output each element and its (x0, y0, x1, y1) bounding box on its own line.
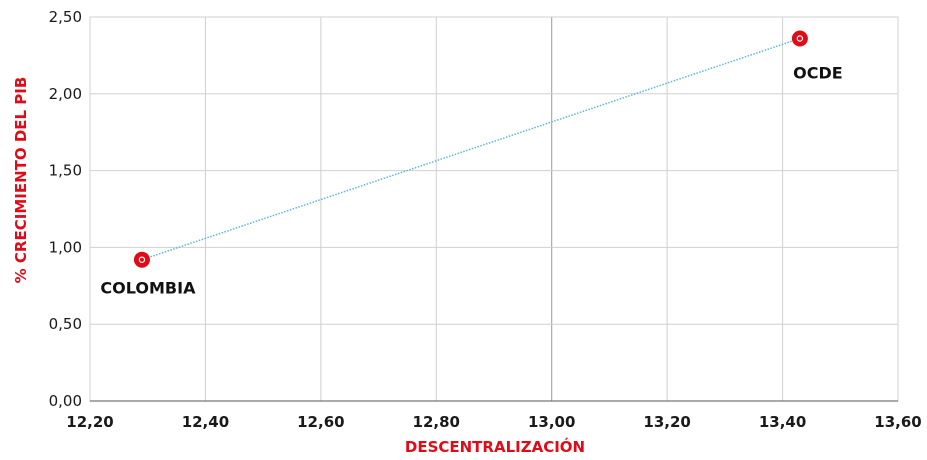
data-series: COLOMBIA OCDE (100, 30, 843, 298)
plot-area (89, 16, 899, 402)
x-tick-label: 13,00 (528, 413, 575, 431)
x-tick-label: 13,20 (643, 413, 690, 431)
x-axis-ticks: 12,20 12,40 12,60 12,80 13,00 13,20 13,40 13,60 (66, 413, 921, 431)
data-point-marker-center (138, 256, 146, 263)
y-axis-title: % CRECIMIENTO DEL PIB (12, 77, 30, 284)
y-tick-label: 2,50 (49, 8, 82, 26)
y-tick-label: 2,00 (49, 85, 82, 103)
gridlines (89, 16, 899, 402)
y-tick-label: 1,50 (49, 162, 82, 180)
y-tick-label: 1,00 (49, 238, 82, 256)
y-axis-ticks: 0,00 0,50 1,00 1,50 2,00 2,50 (49, 8, 82, 410)
x-tick-label: 12,40 (182, 413, 229, 431)
y-tick-label: 0,00 (49, 392, 82, 410)
x-tick-label: 12,80 (413, 413, 460, 431)
x-axis-title: DESCENTRALIZACIÓN (405, 437, 585, 456)
plot-frame (89, 16, 899, 402)
y-tick-label: 0,50 (49, 315, 82, 333)
x-tick-label: 13,40 (759, 413, 806, 431)
data-point-label: COLOMBIA (100, 279, 196, 298)
x-tick-label: 13,60 (874, 413, 921, 431)
data-point-marker (133, 251, 150, 268)
data-point-marker-center (796, 35, 804, 42)
data-point-marker (791, 30, 808, 47)
data-point-label: OCDE (793, 64, 843, 83)
x-tick-label: 12,20 (66, 413, 113, 431)
x-tick-label: 12,60 (297, 413, 344, 431)
